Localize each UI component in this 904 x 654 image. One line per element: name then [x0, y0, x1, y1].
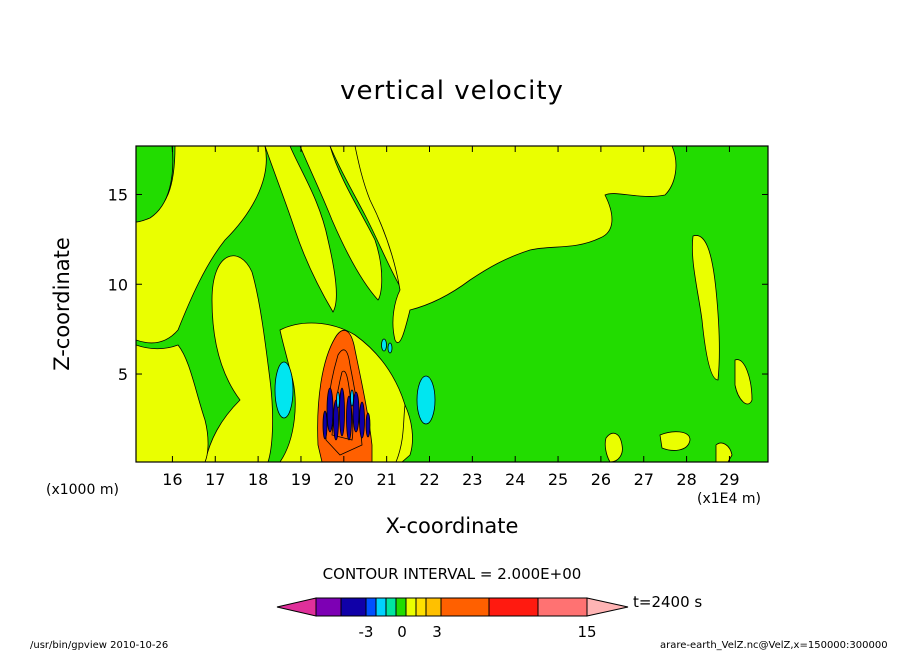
- chart-title: vertical velocity: [340, 76, 564, 106]
- downdraft-cell: [322, 410, 328, 440]
- footer-right: arare-earth_VelZ.nc@VelZ,x=150000:300000: [660, 640, 888, 651]
- contour-interval-label: CONTOUR INTERVAL = 2.000E+00: [322, 565, 582, 583]
- x-tick-label: 17: [205, 470, 225, 489]
- negative-region: [416, 375, 436, 425]
- downdraft-cell: [336, 391, 340, 409]
- colorbar-tick-label: 15: [577, 623, 596, 641]
- colorbar-cell: [365, 597, 377, 617]
- negative-region: [274, 361, 294, 419]
- x-tick-label: 26: [591, 470, 611, 489]
- downdraft-cell: [365, 412, 371, 438]
- x-unit-note: (x1000 m): [46, 482, 119, 498]
- colorbar-cell: [425, 597, 442, 617]
- footer-left: /usr/bin/gpview 2010-10-26: [30, 640, 169, 651]
- positive-region: [299, 146, 383, 301]
- downdraft-cell: [339, 387, 345, 437]
- colorbar-cell: [440, 597, 490, 617]
- colorbar-cell: [586, 597, 629, 617]
- x-axis-label: X-coordinate: [385, 514, 519, 538]
- positive-region: [659, 431, 691, 451]
- positive-region: [136, 146, 267, 344]
- colorbar-cell: [276, 597, 317, 617]
- downdraft-cell: [333, 399, 339, 441]
- x-tick-label: 24: [505, 470, 525, 489]
- positive-region: [264, 146, 337, 313]
- positive-region: [715, 442, 733, 462]
- downdraft-cell: [359, 401, 365, 439]
- downdraft-cell: [326, 387, 334, 433]
- x-tick-label: 25: [548, 470, 568, 489]
- downdraft-cell: [350, 389, 354, 407]
- plot-frame: [135, 145, 769, 463]
- x-tick-label: 29: [719, 470, 739, 489]
- colorbar-cell: [315, 597, 342, 617]
- positive-region: [395, 403, 413, 462]
- colorbar-cell: [488, 597, 539, 617]
- x-tick-label: 28: [676, 470, 696, 489]
- x-tick-label: 21: [376, 470, 396, 489]
- x-tick-label: 20: [334, 470, 354, 489]
- positive-region: [204, 255, 274, 462]
- colorbar-cell: [385, 597, 397, 617]
- x-tick-label: 18: [248, 470, 268, 489]
- positive-region: [734, 359, 753, 405]
- downdraft-cell: [352, 391, 360, 433]
- y-tick-label: 15: [108, 185, 128, 204]
- y-tick-label: 10: [108, 275, 128, 294]
- positive-region: [692, 235, 720, 381]
- colorbar-cell: [405, 597, 417, 617]
- positive-region: [136, 344, 209, 462]
- colorbar-cell: [415, 597, 427, 617]
- y-axis-label: Z-coordinate: [50, 237, 74, 371]
- downdraft-cell: [346, 395, 352, 441]
- x-tick-label: 19: [291, 470, 311, 489]
- colorbar-tick-label: 3: [432, 623, 442, 641]
- negative-region: [387, 342, 393, 354]
- x-tick-label: 27: [634, 470, 654, 489]
- positive-region: [354, 146, 677, 343]
- colorbar-cell: [375, 597, 387, 617]
- colorbar-cell: [340, 597, 367, 617]
- colorbar-cell: [395, 597, 407, 617]
- y-tick-label: 5: [118, 365, 128, 384]
- x-tick-label: 23: [462, 470, 482, 489]
- negative-region: [381, 338, 387, 352]
- contour-field: [136, 146, 768, 462]
- colorbar-tick-label: 0: [397, 623, 407, 641]
- time-label: t=2400 s: [633, 593, 703, 611]
- x-tick-label: 16: [162, 470, 182, 489]
- colorbar-tick-label: -3: [359, 623, 374, 641]
- positive-region: [604, 432, 623, 462]
- x-tick-label: 22: [419, 470, 439, 489]
- colorbar-cell: [537, 597, 588, 617]
- x-scale-note: (x1E4 m): [697, 491, 761, 507]
